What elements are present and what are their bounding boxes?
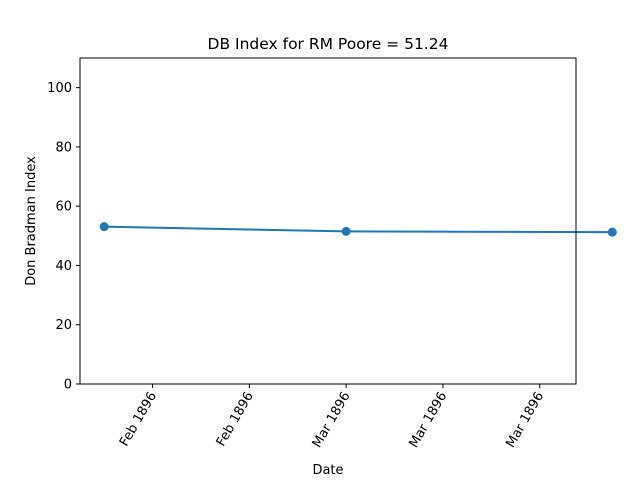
chart-title: DB Index for RM Poore = 51.24 — [208, 35, 449, 53]
y-tick-label: 100 — [47, 81, 72, 96]
plot-area — [99, 222, 617, 237]
y-tick-label: 80 — [55, 140, 72, 155]
data-point — [607, 227, 617, 237]
y-tick-label: 20 — [55, 318, 72, 333]
x-axis-label: Date — [312, 463, 343, 478]
y-tick-label: 0 — [64, 378, 72, 393]
y-axis-label: Don Bradman Index — [24, 156, 39, 286]
data-point — [99, 222, 109, 232]
axes-frame — [79, 57, 577, 385]
y-tick-label: 60 — [55, 200, 72, 215]
data-point — [341, 226, 351, 236]
y-tick-label: 40 — [55, 259, 72, 274]
